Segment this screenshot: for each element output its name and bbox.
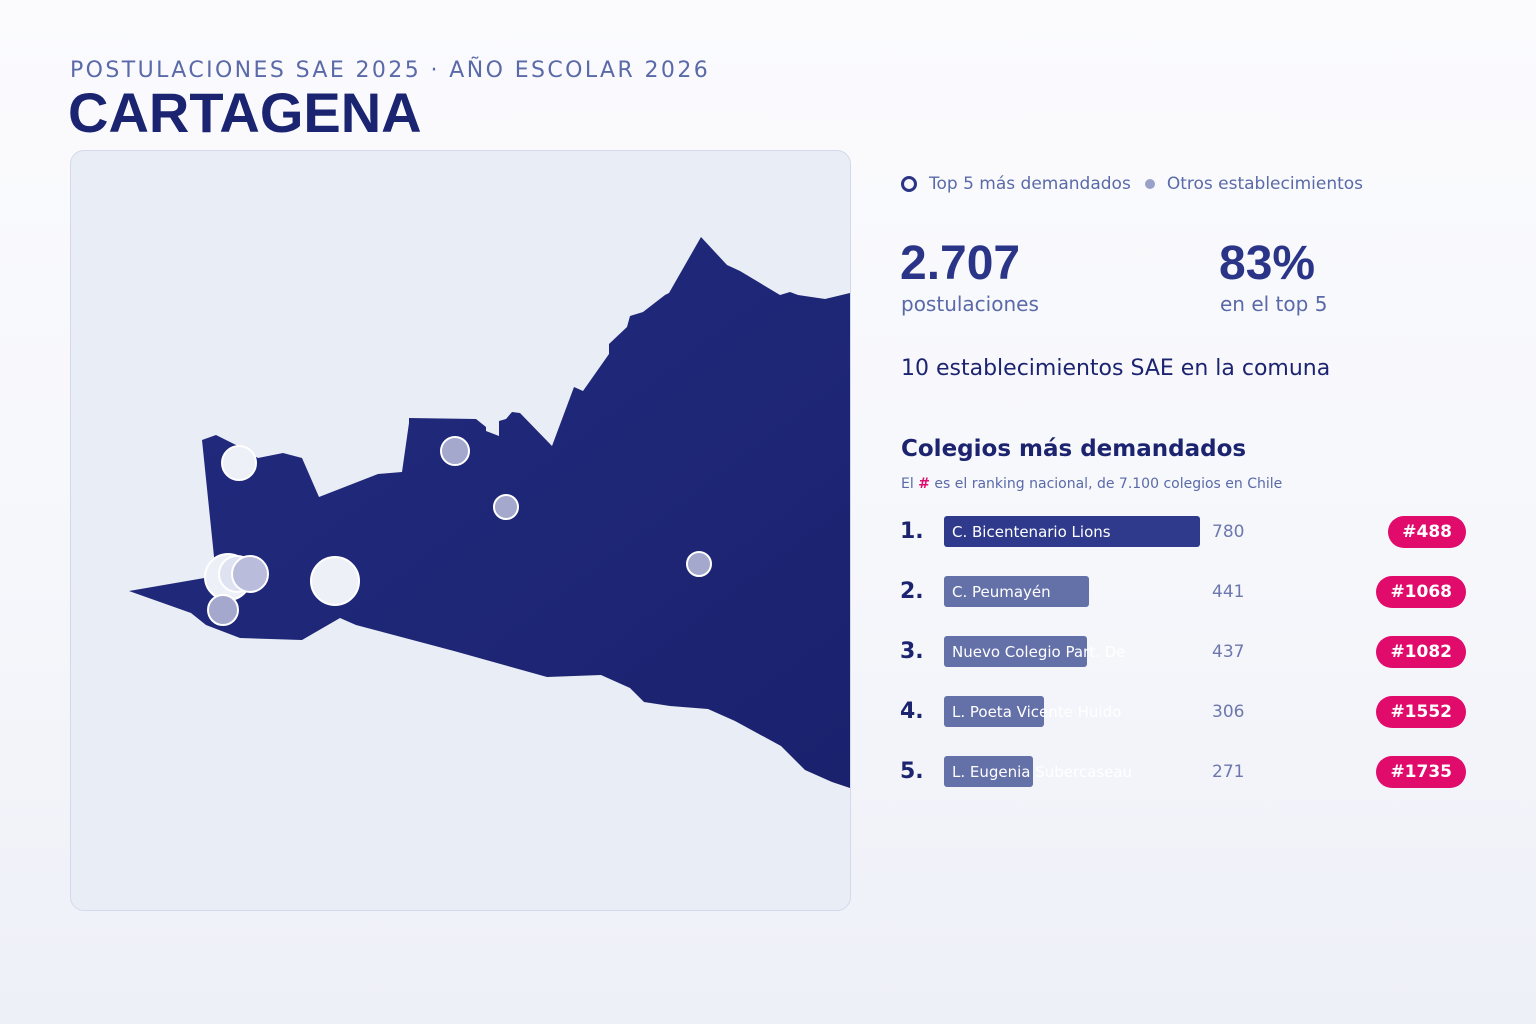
- top5-share-label: en el top 5: [1220, 292, 1328, 316]
- rank-position: 3.: [900, 639, 924, 664]
- schools-count: 10 establecimientos SAE en la comuna: [901, 356, 1331, 381]
- header-subtitle: POSTULACIONES SAE 2025 · AÑO ESCOLAR 202…: [70, 58, 711, 83]
- national-rank-badge: #1552: [1376, 696, 1466, 728]
- marker-other[interactable]: [493, 494, 519, 520]
- commune-map[interactable]: [70, 150, 851, 911]
- school-name: L. Poeta Vicente Huido: [952, 703, 1122, 721]
- ranking-row[interactable]: 4. L. Poeta Vicente Huido 306 #1552: [900, 696, 1466, 728]
- national-rank-badge: #488: [1388, 516, 1466, 548]
- map-legend: Top 5 más demandados Otros establecimien…: [901, 174, 1363, 194]
- note-suffix: es el ranking nacional, de 7.100 colegio…: [934, 476, 1283, 492]
- school-name: C. Peumayén: [952, 583, 1051, 601]
- ranking-note: El # es el ranking nacional, de 7.100 co…: [901, 476, 1282, 492]
- rank-bar: [944, 636, 1087, 667]
- rank-position: 4.: [900, 699, 924, 724]
- rank-bar: [944, 516, 1200, 547]
- rank-position: 1.: [900, 519, 924, 544]
- applications-label: postulaciones: [901, 292, 1039, 316]
- top5-share-value: 83%: [1219, 237, 1316, 290]
- rank-bar: [944, 756, 1033, 787]
- legend-top5-label: Top 5 más demandados: [929, 174, 1131, 194]
- map-svg: [129, 237, 850, 788]
- ranking-row[interactable]: 5. L. Eugenia Subercaseau 271 #1735: [900, 756, 1466, 788]
- commune-shape: [129, 237, 850, 788]
- top5-ring-icon: [901, 176, 917, 192]
- marker-top5[interactable]: [231, 555, 269, 593]
- applications-count: 271: [1212, 762, 1245, 782]
- ranking-row[interactable]: 3. Nuevo Colegio Part. De 437 #1082: [900, 636, 1466, 668]
- school-name: Nuevo Colegio Part. De: [952, 643, 1126, 661]
- school-name: L. Eugenia Subercaseau: [952, 763, 1133, 781]
- marker-top5[interactable]: [310, 556, 360, 606]
- applications-count: 441: [1212, 582, 1245, 602]
- national-rank-badge: #1068: [1376, 576, 1466, 608]
- ranking-title: Colegios más demandados: [901, 436, 1247, 462]
- marker-other[interactable]: [207, 594, 239, 626]
- applications-value: 2.707: [900, 237, 1021, 290]
- rank-bar: [944, 696, 1044, 727]
- applications-count: 780: [1212, 522, 1245, 542]
- applications-count: 306: [1212, 702, 1245, 722]
- note-prefix: El: [901, 476, 914, 492]
- national-rank-badge: #1735: [1376, 756, 1466, 788]
- rank-position: 2.: [900, 579, 924, 604]
- marker-other[interactable]: [686, 551, 712, 577]
- rank-position: 5.: [900, 759, 924, 784]
- marker-top5[interactable]: [221, 445, 257, 481]
- ranking-row[interactable]: 2. C. Peumayén 441 #1068: [900, 576, 1466, 608]
- note-hash: #: [918, 476, 930, 492]
- rank-bar: [944, 576, 1089, 607]
- ranking-row[interactable]: 1. C. Bicentenario Lions 780 #488: [900, 516, 1466, 548]
- national-rank-badge: #1082: [1376, 636, 1466, 668]
- school-markers: [204, 436, 712, 626]
- other-dot-icon: [1144, 179, 1155, 189]
- school-name: C. Bicentenario Lions: [952, 523, 1111, 541]
- legend-others-label: Otros establecimientos: [1166, 174, 1364, 194]
- applications-count: 437: [1212, 642, 1245, 662]
- page-title: CARTAGENA: [68, 81, 422, 144]
- marker-other[interactable]: [440, 436, 470, 466]
